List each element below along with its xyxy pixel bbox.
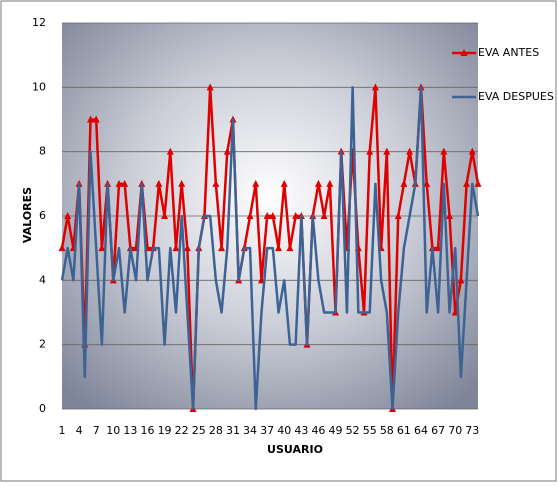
marker	[474, 179, 482, 187]
marker	[400, 179, 408, 187]
x-tick-label: 13	[123, 424, 137, 437]
x-tick-label: 34	[243, 424, 257, 437]
marker	[423, 179, 431, 187]
marker	[383, 147, 391, 155]
marker	[64, 212, 72, 219]
marker	[446, 212, 454, 219]
marker	[252, 179, 260, 187]
marker	[275, 244, 283, 252]
marker	[218, 244, 226, 252]
y-tick-label: 0	[39, 402, 46, 415]
marker	[178, 179, 186, 187]
y-axis-title: VALORES	[21, 187, 34, 243]
marker	[115, 179, 123, 187]
marker	[320, 212, 328, 219]
marker	[92, 115, 100, 123]
x-tick-label: 58	[380, 424, 394, 437]
marker	[314, 179, 322, 187]
marker	[86, 115, 94, 123]
x-tick-label: 49	[329, 424, 343, 437]
x-tick-label: 46	[311, 424, 325, 437]
marker	[58, 244, 66, 252]
legend-label: EVA ANTES	[478, 46, 539, 59]
x-tick-label: 43	[294, 424, 308, 437]
marker	[172, 244, 180, 252]
x-tick-label: 52	[346, 424, 360, 437]
x-tick-label: 73	[465, 424, 479, 437]
x-tick-label: 31	[226, 424, 240, 437]
x-tick-label: 61	[397, 424, 411, 437]
y-tick-label: 12	[32, 16, 46, 29]
marker	[269, 212, 277, 219]
x-tick-label: 25	[192, 424, 206, 437]
marker	[440, 147, 448, 155]
x-tick-label: 40	[277, 424, 291, 437]
marker	[212, 179, 220, 187]
marker	[468, 147, 476, 155]
marker	[223, 147, 231, 155]
marker	[183, 244, 191, 252]
marker	[457, 276, 465, 284]
x-tick-label: 22	[175, 424, 189, 437]
marker	[263, 212, 271, 219]
marker	[98, 244, 106, 252]
x-tick-label: 16	[140, 424, 154, 437]
x-tick-label: 67	[431, 424, 445, 437]
marker	[366, 147, 374, 155]
marker	[326, 179, 334, 187]
marker	[161, 212, 169, 219]
x-axis-title: USUARIO	[267, 443, 323, 456]
x-tick-label: 19	[158, 424, 172, 437]
marker	[206, 83, 214, 91]
marker	[155, 179, 163, 187]
legend-label: EVA DESPUES	[478, 90, 554, 103]
x-tick-label: 55	[363, 424, 377, 437]
marker	[292, 212, 300, 219]
y-tick-label: 6	[39, 209, 46, 222]
marker	[463, 179, 471, 187]
marker	[394, 212, 402, 219]
x-tick-label: 4	[76, 424, 83, 437]
x-tick-label: 10	[106, 424, 120, 437]
x-tick-label: 1	[59, 424, 66, 437]
marker	[286, 244, 294, 252]
x-tick-label: 64	[414, 424, 428, 437]
marker	[121, 179, 129, 187]
marker	[166, 147, 174, 155]
marker	[371, 83, 379, 91]
marker	[406, 147, 414, 155]
y-tick-label: 10	[32, 80, 46, 93]
series-line	[60, 86, 480, 411]
x-tick-label: 70	[448, 424, 462, 437]
legend-marker	[460, 49, 468, 56]
marker	[280, 179, 288, 187]
y-tick-label: 8	[39, 145, 46, 158]
y-tick-label: 4	[39, 273, 46, 286]
x-tick-label: 7	[93, 424, 100, 437]
x-tick-label: 28	[209, 424, 223, 437]
marker	[246, 212, 254, 219]
x-tick-label: 37	[260, 424, 274, 437]
y-tick-label: 2	[39, 338, 46, 351]
